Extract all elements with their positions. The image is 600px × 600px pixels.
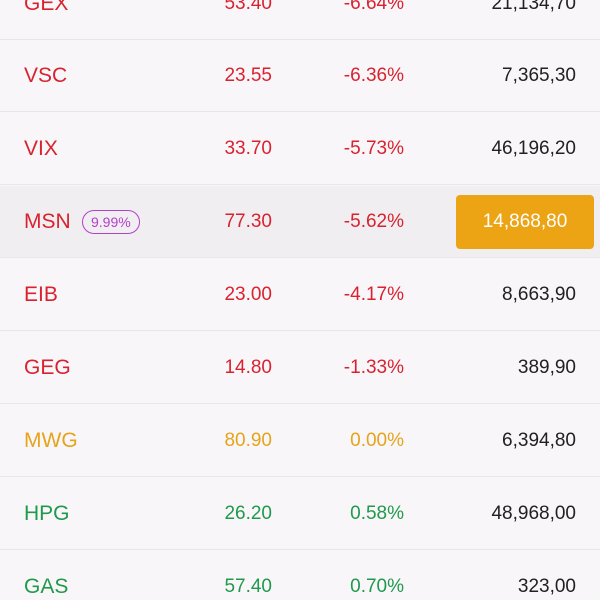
stock-change: 0.00% xyxy=(350,430,404,451)
stock-volume: 48,968,00 xyxy=(491,503,576,524)
stock-row-vsc[interactable]: VSC 23.55 -6.36% 7,365,30 xyxy=(0,40,600,112)
stock-symbol: VSC xyxy=(24,64,68,87)
stock-price: 33.70 xyxy=(224,138,272,159)
stock-change: -5.62% xyxy=(343,211,404,232)
stock-volume: 46,196,20 xyxy=(491,138,576,159)
percent-badge: 9.99% xyxy=(82,210,140,234)
stock-symbol: MSN xyxy=(24,210,71,233)
stock-symbol: GAS xyxy=(24,575,69,598)
row-divider xyxy=(0,184,600,185)
stock-row-geg[interactable]: GEG 14.80 -1.33% 389,90 xyxy=(0,332,600,404)
stock-row-gas[interactable]: GAS 57.40 0.70% 323,00 xyxy=(0,551,600,600)
row-divider xyxy=(0,330,600,331)
stock-change: -5.73% xyxy=(343,138,404,159)
stock-symbol: GEX xyxy=(24,0,69,15)
stock-symbol: HPG xyxy=(24,502,70,525)
row-divider xyxy=(0,403,600,404)
row-divider xyxy=(0,111,600,112)
stock-change: -1.33% xyxy=(343,357,404,378)
stock-symbol: EIB xyxy=(24,283,58,306)
stock-price: 80.90 xyxy=(224,430,272,451)
stock-symbol: VIX xyxy=(24,137,58,160)
stock-change: -6.64% xyxy=(343,0,404,14)
stock-volume: 389,90 xyxy=(517,357,576,378)
stock-volume: 21,134,70 xyxy=(491,0,576,14)
stock-row-hpg[interactable]: HPG 26.20 0.58% 48,968,00 xyxy=(0,478,600,550)
stock-volume: 8,663,90 xyxy=(502,284,576,305)
stock-price: 26.20 xyxy=(224,503,272,524)
stock-price: 53.40 xyxy=(224,0,272,14)
stock-price: 23.00 xyxy=(224,284,272,305)
stock-change: -6.36% xyxy=(343,65,404,86)
stock-change: 0.70% xyxy=(350,576,404,597)
row-divider xyxy=(0,257,600,258)
stock-row-msn[interactable]: MSN 9.99% 77.30 -5.62% 14,868,80 xyxy=(0,186,600,258)
stock-price: 57.40 xyxy=(224,576,272,597)
row-divider xyxy=(0,39,600,40)
stock-row-vix[interactable]: VIX 33.70 -5.73% 46,196,20 xyxy=(0,113,600,185)
stock-row-gex[interactable]: GEX 53.40 -6.64% 21,134,70 xyxy=(0,0,600,40)
stock-volume: 323,00 xyxy=(517,576,576,597)
stock-price: 77.30 xyxy=(224,211,272,232)
stock-row-eib[interactable]: EIB 23.00 -4.17% 8,663,90 xyxy=(0,259,600,331)
stock-volume-highlighted: 14,868,80 xyxy=(456,195,594,249)
stock-price: 14.80 xyxy=(224,357,272,378)
stock-price: 23.55 xyxy=(224,65,272,86)
row-divider xyxy=(0,476,600,477)
stock-row-mwg[interactable]: MWG 80.90 0.00% 6,394,80 xyxy=(0,405,600,477)
stock-symbol: MWG xyxy=(24,429,78,452)
stock-change: -4.17% xyxy=(343,284,404,305)
stock-symbol: GEG xyxy=(24,356,71,379)
stock-volume: 7,365,30 xyxy=(502,65,576,86)
stock-volume: 6,394,80 xyxy=(502,430,576,451)
stock-change: 0.58% xyxy=(350,503,404,524)
row-divider xyxy=(0,549,600,550)
